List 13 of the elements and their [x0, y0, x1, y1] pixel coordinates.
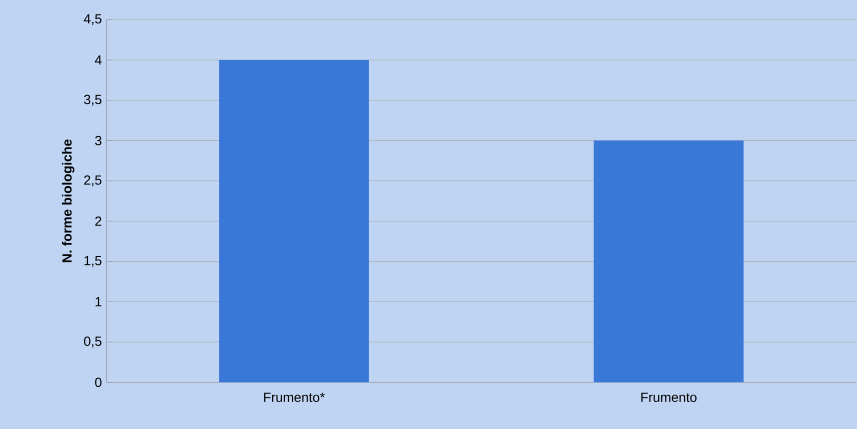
y-tick-label: 0 — [95, 378, 102, 388]
y-tick-label: 2 — [95, 216, 102, 226]
y-tick-label: 1 — [96, 297, 102, 306]
y-tick-label: 1,5 — [84, 256, 102, 267]
y-tick-label: 3,5 — [84, 94, 102, 106]
y-tick-label: 4 — [94, 55, 102, 65]
y-axis-title: N. forme biologiche — [62, 139, 74, 262]
y-tick-label: 2,5 — [84, 175, 102, 186]
x-tick-label: Frumento — [641, 392, 697, 402]
y-tick-label: 0,5 — [84, 336, 102, 348]
y-tick-label: 3 — [95, 136, 102, 146]
y-tick-label: 4,5 — [84, 14, 102, 26]
x-tick-label: Frumento* — [264, 392, 325, 402]
